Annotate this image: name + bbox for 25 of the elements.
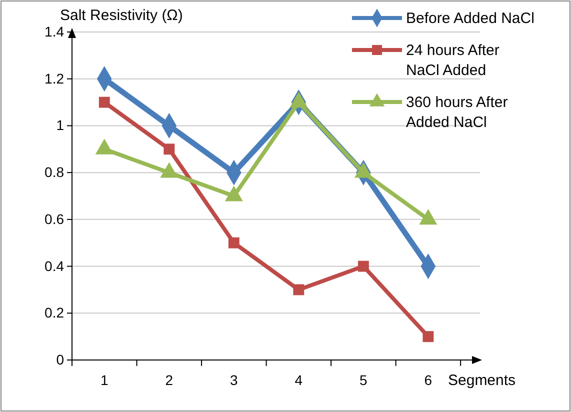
y-tick-label: 0.8 [44, 164, 64, 180]
x-tick-label: 1 [100, 372, 108, 388]
x-tick-label: 2 [165, 372, 174, 388]
x-tick-label: 4 [294, 372, 303, 388]
legend-label: 360 hours After Added NaCl [406, 94, 508, 131]
y-tick-label: 1 [56, 117, 64, 134]
point [422, 331, 434, 342]
y-tick-label: 0.2 [44, 304, 64, 321]
y-tick-label: 0.6 [44, 210, 64, 227]
point [358, 260, 369, 272]
y-tick-label: 1.2 [44, 70, 64, 86]
point [228, 237, 240, 248]
point [293, 284, 304, 296]
x-tick-label: 6 [424, 372, 432, 388]
x-tick-label: 5 [360, 372, 368, 388]
point [164, 144, 175, 155]
y-axis-title: Salt Resistivity (Ω) [60, 7, 183, 24]
legend-label: 24 hours After NaCl Added [406, 42, 500, 79]
y-tick-label: 0 [56, 351, 64, 368]
x-axis-title: Segments [448, 372, 516, 389]
x-tick-label: 3 [230, 372, 238, 388]
point [98, 96, 110, 108]
y-tick-label: 0.4 [44, 258, 64, 274]
y-tick-label: 1.4 [44, 23, 64, 40]
legend-label: Before Added NaCl [406, 10, 534, 27]
